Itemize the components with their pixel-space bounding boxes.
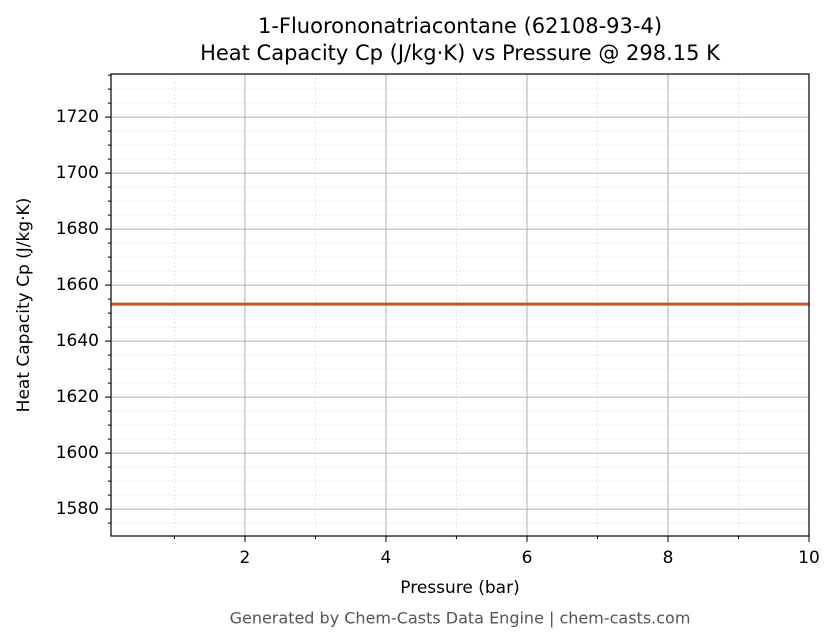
caption: Generated by Chem-Casts Data Engine | ch… [230,609,691,628]
y-tick-label: 1700 [56,163,99,183]
y-tick-label: 1720 [56,107,99,127]
x-tick-label: 10 [798,548,820,568]
plot-frame [110,73,810,537]
x-tick-label: 8 [663,548,674,568]
x-tick-label: 4 [381,548,392,568]
y-tick-label: 1680 [56,219,99,239]
x-axis-label: Pressure (bar) [400,578,519,598]
x-tick-label: 6 [522,548,533,568]
y-tick-label: 1620 [56,387,99,407]
chart-subtitle: Heat Capacity Cp (J/kg·K) vs Pressure @ … [200,41,721,65]
y-tick-label: 1580 [56,499,99,519]
y-axis-label: Heat Capacity Cp (J/kg·K) [14,198,34,413]
chart-title: 1-Fluorononatriacontane (62108-93-4) [258,14,662,38]
y-tick-label: 1660 [56,275,99,295]
x-tick-label: 2 [240,548,251,568]
y-tick-label: 1640 [56,331,99,351]
y-tick-label: 1600 [56,443,99,463]
